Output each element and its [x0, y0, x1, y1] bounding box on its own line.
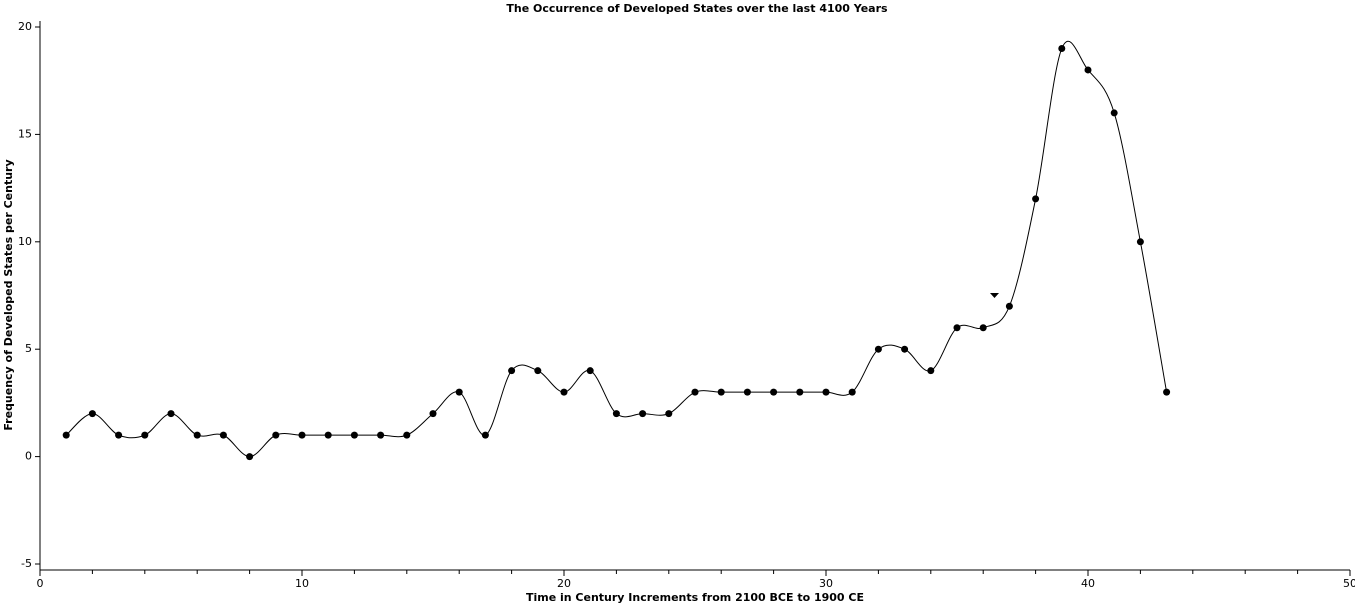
data-point [1110, 109, 1118, 117]
data-point [1163, 388, 1171, 396]
data-point [743, 388, 751, 396]
data-point [1084, 66, 1092, 74]
y-tick-label: -5 [21, 557, 32, 570]
chart-title: The Occurrence of Developed States over … [506, 2, 888, 15]
data-point [219, 431, 227, 439]
data-point [534, 367, 542, 375]
data-point [350, 431, 358, 439]
data-point [429, 410, 437, 418]
data-point [927, 367, 935, 375]
data-point [324, 431, 332, 439]
data-point [62, 431, 70, 439]
data-point [848, 388, 856, 396]
y-tick-label: 10 [18, 235, 32, 248]
x-tick-label: 50 [1343, 577, 1355, 590]
data-point [377, 431, 385, 439]
y-tick-label: 0 [25, 450, 32, 463]
data-point [298, 431, 306, 439]
data-point [1136, 238, 1144, 246]
data-point [88, 410, 96, 418]
data-point [586, 367, 594, 375]
x-tick-label: 30 [819, 577, 833, 590]
data-point [1005, 302, 1013, 310]
data-point [246, 453, 254, 461]
data-point [1058, 44, 1066, 52]
data-point [953, 324, 961, 332]
data-point [403, 431, 411, 439]
data-line [65, 40, 1168, 458]
data-point [193, 431, 201, 439]
x-tick-label: 20 [557, 577, 571, 590]
y-axis-label: Frequency of Developed States per Centur… [2, 159, 15, 430]
x-axis-label: Time in Century Increments from 2100 BCE… [526, 591, 864, 604]
data-point [612, 410, 620, 418]
data-point [455, 388, 463, 396]
data-point [560, 388, 568, 396]
x-tick-label: 40 [1081, 577, 1095, 590]
data-point [481, 431, 489, 439]
y-tick-label: 15 [18, 127, 32, 140]
data-point [508, 367, 516, 375]
data-point [115, 431, 123, 439]
data-point [770, 388, 778, 396]
y-tick-label: 20 [18, 20, 32, 33]
data-point [796, 388, 804, 396]
data-point [691, 388, 699, 396]
data-point [901, 345, 909, 353]
data-point [717, 388, 725, 396]
data-point [822, 388, 830, 396]
data-point [874, 345, 882, 353]
data-point [665, 410, 673, 418]
x-tick-label: 0 [37, 577, 44, 590]
data-point [167, 410, 175, 418]
x-tick-label: 10 [295, 577, 309, 590]
data-point [141, 431, 149, 439]
data-point [1032, 195, 1040, 203]
data-point [272, 431, 280, 439]
cursor-marker [990, 293, 999, 298]
data-point [639, 410, 647, 418]
data-point [979, 324, 987, 332]
y-tick-label: 5 [25, 342, 32, 355]
